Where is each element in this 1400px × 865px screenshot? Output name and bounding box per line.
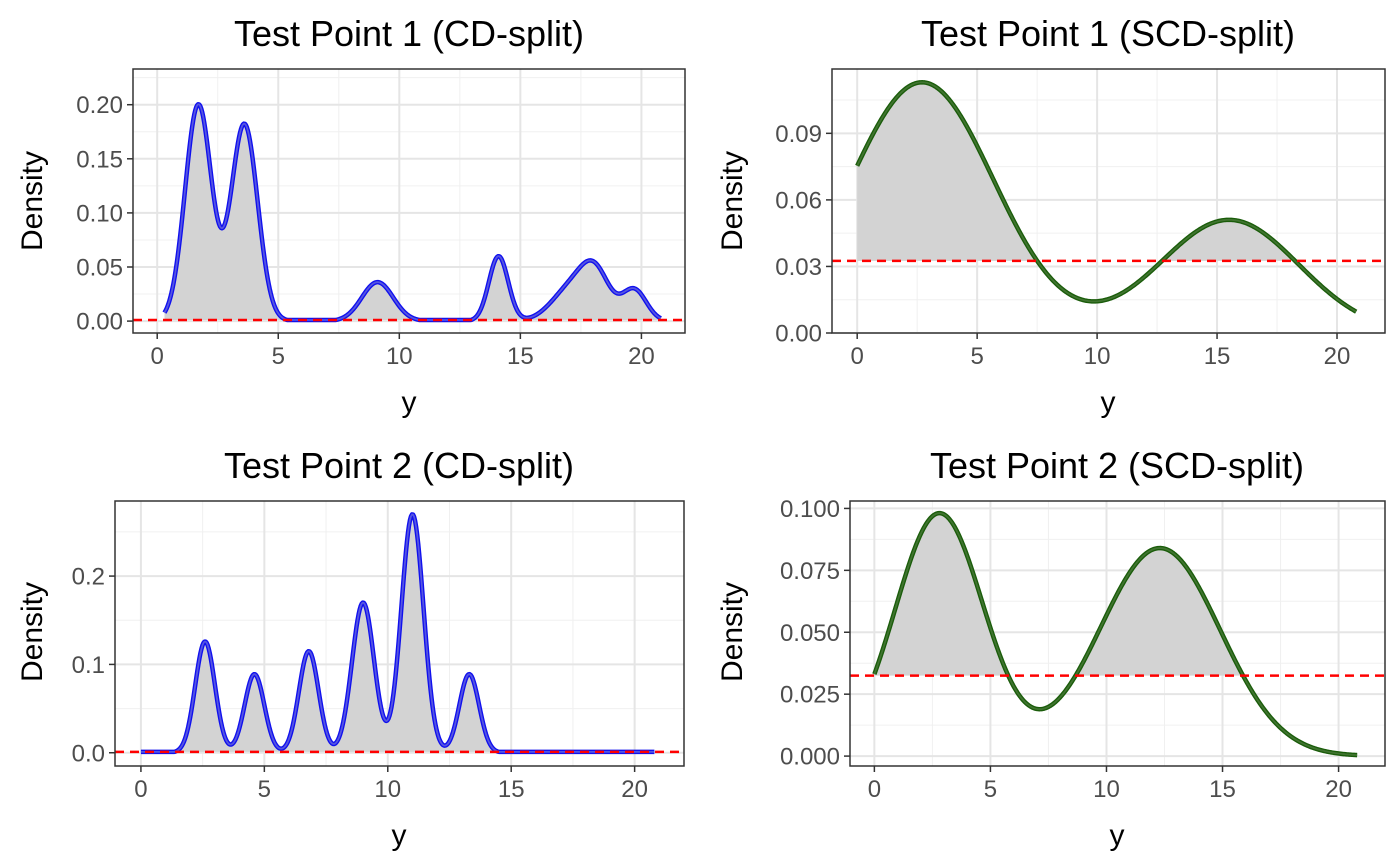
panel-tp1-scd-split: Test Point 1 (SCD-split) y Density 0 5 10 1…	[716, 13, 1386, 419]
x-tick-label: 15	[507, 343, 534, 370]
y-tick-label: 0.025	[780, 682, 840, 709]
x-tick-label: 10	[1084, 343, 1111, 370]
x-tick-label: 5	[970, 343, 983, 370]
x-tick-label: 5	[258, 776, 271, 803]
x-tick-label: 0	[868, 776, 881, 803]
y-tick-label: 0.06	[775, 187, 822, 214]
x-axis-label: y	[402, 386, 417, 419]
x-tick-label: 10	[1093, 776, 1120, 803]
x-tick-label: 5	[984, 776, 997, 803]
density-curve-inner	[163, 103, 662, 321]
x-tick-label: 0	[151, 343, 164, 370]
x-axis-label: y	[1110, 819, 1125, 852]
hdr-shaded-region	[164, 104, 661, 321]
panel-border	[831, 68, 1386, 334]
y-tick-label: 0.075	[780, 558, 840, 585]
panel-tp2-scd-split: Test Point 2 (SCD-split) y Density 0 5 10 1…	[716, 445, 1386, 852]
plot-area-tp1-scd-split: 0 5 10 15 20 0.00 0.03 0.06 0.09	[775, 68, 1386, 370]
y-tick-label: 0.050	[780, 620, 840, 647]
y-tick-label: 0.03	[775, 254, 822, 281]
plot-area-tp2-scd-split: 0 5 10 15 20 0.000 0.025 0.050 0.075 0.100	[780, 496, 1386, 803]
y-axis-label: Density	[16, 151, 49, 251]
y-tick-label: 0.100	[780, 496, 840, 523]
panel-title: Test Point 1 (CD-split)	[234, 13, 584, 54]
x-tick-label: 20	[628, 343, 655, 370]
x-tick-label: 15	[1204, 343, 1231, 370]
x-axis-label: y	[1101, 386, 1116, 419]
hdr-shaded-region	[174, 514, 499, 752]
x-tick-label: 5	[272, 343, 285, 370]
y-tick-label: 0.1	[72, 652, 105, 679]
y-tick-label: 0.0	[72, 740, 105, 767]
y-tick-label: 0.10	[76, 200, 123, 227]
panel-tp1-cd-split: Test Point 1 (CD-split) y Density 0 5 10 15…	[16, 13, 686, 419]
panel-border	[849, 500, 1386, 767]
x-tick-label: 20	[621, 776, 648, 803]
y-tick-label: 0.20	[76, 92, 123, 119]
y-tick-label: 0.15	[76, 146, 123, 173]
x-tick-label: 15	[1209, 776, 1236, 803]
y-tick-label: 0.000	[780, 744, 840, 771]
plot-area-tp1-cd-split: 0 5 10 15 20 0.00 0.05 0.10 0.15 0.20	[76, 68, 686, 370]
x-tick-label: 10	[374, 776, 401, 803]
x-tick-label: 20	[1325, 776, 1352, 803]
x-tick-label: 0	[851, 343, 864, 370]
density-curve-inner	[873, 512, 1358, 756]
plot-area-tp2-cd-split: 0 5 10 15 20 0.0 0.1 0.2	[72, 500, 685, 803]
panel-border	[114, 500, 685, 767]
x-tick-label: 10	[386, 343, 413, 370]
panel-border	[132, 68, 686, 334]
panel-title: Test Point 2 (SCD-split)	[930, 445, 1304, 486]
y-axis-label: Density	[716, 582, 749, 682]
y-axis-label: Density	[716, 151, 749, 251]
panel-title: Test Point 2 (CD-split)	[224, 445, 574, 486]
panel-title: Test Point 1 (SCD-split)	[921, 13, 1295, 54]
x-tick-label: 15	[498, 776, 525, 803]
panel-tp2-cd-split: Test Point 2 (CD-split) y Density 0 5 10 15…	[16, 445, 685, 852]
y-tick-label: 0.05	[76, 255, 123, 282]
y-axis-label: Density	[16, 582, 49, 682]
x-tick-label: 0	[134, 776, 147, 803]
x-axis-label: y	[392, 819, 407, 852]
y-tick-label: 0.2	[72, 564, 105, 591]
y-tick-label: 0.09	[775, 121, 822, 148]
density-curve-inner	[856, 81, 1357, 313]
x-tick-label: 20	[1324, 343, 1351, 370]
y-tick-label: 0.00	[775, 321, 822, 348]
y-tick-label: 0.00	[76, 309, 123, 336]
